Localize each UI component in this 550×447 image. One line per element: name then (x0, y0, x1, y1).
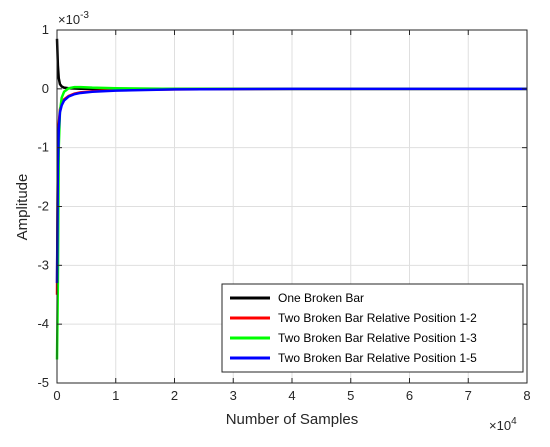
x-tick-label: 3 (230, 388, 237, 403)
legend-label-3: Two Broken Bar Relative Position 1-3 (278, 331, 477, 345)
x-tick-label: 0 (53, 388, 60, 403)
legend-label-2: Two Broken Bar Relative Position 1-2 (278, 311, 477, 325)
x-tick-label: 4 (288, 388, 295, 403)
y-axis-label: Amplitude (14, 174, 31, 241)
ticks: 0 1 2 3 4 5 6 7 8 1 0 -1 -2 -3 -4 -5 (37, 22, 530, 403)
x-tick-label: 7 (465, 388, 472, 403)
series-line-4 (55, 87, 527, 283)
y-exponent-label: ×10-3 (58, 10, 89, 27)
x-tick-label: 1 (112, 388, 119, 403)
legend-box (221, 283, 524, 373)
y-tick-label: -3 (37, 257, 49, 272)
x-tick-label: 6 (406, 388, 413, 403)
x-exponent-label: ×104 (489, 416, 517, 433)
x-tick-label: 2 (171, 388, 178, 403)
x-tick-label: 8 (523, 388, 530, 403)
y-tick-label: 0 (42, 81, 49, 96)
y-tick-label: 1 (42, 22, 49, 37)
y-tick-label: -2 (37, 199, 49, 214)
y-tick-label: -5 (37, 375, 49, 390)
legend-label-1: One Broken Bar (278, 291, 364, 305)
y-tick-label: -4 (37, 316, 49, 331)
legend-label-4: Two Broken Bar Relative Position 1-5 (278, 351, 477, 365)
series-layer (55, 38, 527, 360)
x-tick-label: 5 (347, 388, 354, 403)
legend: One Broken Bar Two Broken Bar Relative Po… (221, 283, 524, 373)
x-axis-label: Number of Samples (226, 411, 359, 428)
y-tick-label: -1 (37, 140, 49, 155)
